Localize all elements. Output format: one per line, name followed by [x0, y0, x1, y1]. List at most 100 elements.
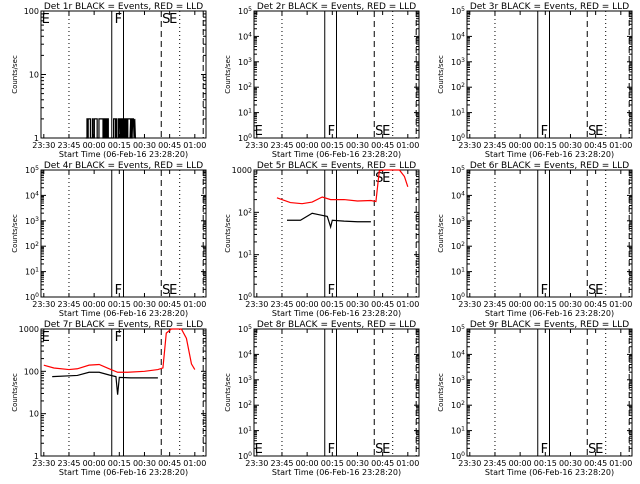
- marker-S: S: [375, 124, 383, 139]
- y-tick-label: 104: [451, 31, 465, 41]
- x-tick-label: 00:30: [559, 300, 582, 309]
- marker-F: F: [541, 283, 548, 298]
- x-tick-label: 00:30: [346, 300, 369, 309]
- panel-title: Det 6r BLACK = Events, RED = LLD: [470, 161, 629, 171]
- x-tick-label: 01:00: [183, 459, 206, 468]
- y-tick-label: 103: [451, 375, 465, 385]
- x-tick-label: 01:00: [609, 141, 632, 150]
- y-tick-label: 101: [451, 267, 465, 277]
- x-tick-label: 23:45: [57, 141, 80, 150]
- x-axis-label: Start Time (06-Feb-16 23:28:20): [59, 468, 188, 477]
- x-tick-label: 23:45: [270, 459, 293, 468]
- y-axis-label: Counts/sec: [224, 373, 232, 412]
- y-tick-label: 105: [451, 165, 465, 175]
- y-axis-label: Counts/sec: [437, 373, 445, 412]
- x-tick-label: 00:30: [346, 459, 369, 468]
- y-tick-label: 100: [238, 133, 252, 143]
- x-tick-label: 23:45: [483, 141, 506, 150]
- x-tick-label: 01:00: [396, 141, 419, 150]
- x-tick-label: 23:30: [32, 141, 55, 150]
- marker-E: E: [382, 442, 390, 457]
- y-axis-label: Counts/sec: [437, 55, 445, 94]
- y-tick-label: 104: [25, 190, 39, 200]
- series-events: [287, 212, 371, 230]
- x-tick-label: 00:00: [83, 459, 106, 468]
- marker-E: E: [255, 124, 263, 139]
- y-tick-label: 104: [451, 349, 465, 359]
- y-tick-label: 100: [451, 451, 465, 461]
- chart-panel-det7r: Det 7r BLACK = Events, RED = LLD 23:30 23:…: [11, 320, 207, 477]
- y-tick-label: 100: [451, 133, 465, 143]
- y-tick-label: 103: [451, 57, 465, 67]
- y-tick-label: 103: [238, 375, 252, 385]
- x-tick-label: 23:30: [458, 459, 481, 468]
- x-tick-label: 00:15: [534, 459, 557, 468]
- x-tick-label: 00:00: [296, 141, 319, 150]
- marker-E: E: [169, 283, 177, 298]
- marker-F: F: [328, 124, 335, 139]
- y-tick-label: 1000: [19, 325, 39, 334]
- y-tick-label: 100: [24, 7, 39, 16]
- panel-title: Det 3r BLACK = Events, RED = LLD: [470, 2, 629, 12]
- x-tick-label: 00:15: [534, 300, 557, 309]
- x-tick-label: 00:45: [158, 141, 181, 150]
- y-axis-label: Counts/sec: [11, 373, 19, 412]
- marker-E: E: [169, 12, 177, 27]
- y-tick-label: 103: [25, 216, 39, 226]
- y-tick-label: 102: [451, 241, 465, 251]
- panel-title: Det 7r BLACK = Events, RED = LLD: [44, 320, 203, 330]
- chart-panel-det1r: Det 1r BLACK = Events, RED = LLD 23:30 23:…: [11, 2, 207, 159]
- x-tick-label: 01:00: [183, 300, 206, 309]
- x-tick-label: 23:30: [458, 141, 481, 150]
- y-axis-label: Counts/sec: [437, 214, 445, 253]
- x-tick-label: 00:45: [584, 459, 607, 468]
- y-tick-label: 1000: [232, 166, 252, 175]
- series-events: [52, 371, 158, 395]
- x-tick-label: 00:00: [296, 300, 319, 309]
- y-tick-label: 100: [451, 292, 465, 302]
- x-tick-label: 23:30: [458, 300, 481, 309]
- y-axis-label: Counts/sec: [11, 214, 19, 253]
- x-tick-label: 23:30: [245, 141, 268, 150]
- chart-panel-det4r: Det 4r BLACK = Events, RED = LLD 23:30 23:…: [11, 161, 207, 318]
- x-tick-label: 00:45: [158, 459, 181, 468]
- marker-F: F: [115, 12, 122, 27]
- y-tick-label: 105: [451, 6, 465, 16]
- x-tick-label: 23:45: [483, 300, 506, 309]
- y-tick-label: 100: [25, 292, 39, 302]
- x-tick-label: 00:45: [158, 300, 181, 309]
- series-events: [85, 118, 137, 139]
- x-axis-label: Start Time (06-Feb-16 23:28:20): [59, 309, 188, 318]
- x-tick-label: 01:00: [396, 300, 419, 309]
- marker-E: E: [382, 171, 390, 186]
- chart-panel-det3r: Det 3r BLACK = Events, RED = LLD 23:30 23:…: [437, 2, 633, 159]
- panel-title: Det 4r BLACK = Events, RED = LLD: [44, 161, 203, 171]
- x-tick-label: 00:30: [559, 459, 582, 468]
- x-axis-label: Start Time (06-Feb-16 23:28:20): [272, 150, 401, 159]
- y-tick-label: 101: [238, 250, 252, 260]
- y-tick-label: 104: [238, 349, 252, 359]
- marker-E: E: [42, 12, 50, 27]
- x-tick-label: 23:45: [57, 300, 80, 309]
- x-tick-label: 00:15: [108, 141, 131, 150]
- y-tick-label: 105: [25, 165, 39, 175]
- marker-E: E: [382, 124, 390, 139]
- y-tick-label: 10: [29, 71, 39, 80]
- x-tick-label: 00:15: [108, 459, 131, 468]
- panel-title: Det 5r BLACK = Events, RED = LLD: [257, 161, 416, 171]
- x-tick-label: 00:45: [371, 459, 394, 468]
- y-tick-label: 101: [25, 267, 39, 277]
- y-tick-label: 100: [238, 292, 252, 302]
- x-axis-label: Start Time (06-Feb-16 23:28:20): [272, 468, 401, 477]
- y-tick-label: 102: [451, 400, 465, 410]
- x-tick-label: 01:00: [183, 141, 206, 150]
- y-axis-label: Counts/sec: [11, 55, 19, 94]
- y-tick-label: 102: [451, 82, 465, 92]
- x-axis-label: Start Time (06-Feb-16 23:28:20): [272, 309, 401, 318]
- y-tick-label: 100: [24, 367, 39, 376]
- marker-F: F: [328, 442, 335, 457]
- x-tick-label: 00:15: [108, 300, 131, 309]
- marker-E: E: [42, 330, 50, 345]
- x-tick-label: 00:45: [584, 300, 607, 309]
- y-tick-label: 105: [451, 324, 465, 334]
